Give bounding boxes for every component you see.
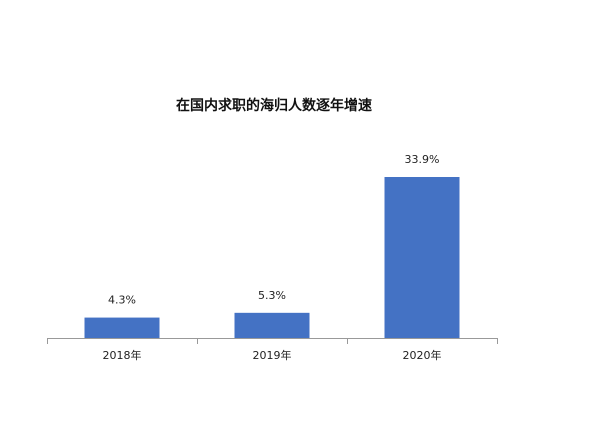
- value-label: 5.3%: [258, 289, 286, 302]
- bar: [84, 317, 160, 338]
- bar: [234, 312, 310, 338]
- value-label: 4.3%: [108, 294, 136, 307]
- chart-title: 在国内求职的海归人数逐年增速: [176, 97, 372, 114]
- x-tick-label: 2019年: [253, 348, 292, 362]
- bar: [384, 177, 460, 338]
- x-tick-label: 2020年: [403, 348, 442, 362]
- value-label: 33.9%: [405, 153, 440, 166]
- x-tick-label: 2018年: [103, 348, 142, 362]
